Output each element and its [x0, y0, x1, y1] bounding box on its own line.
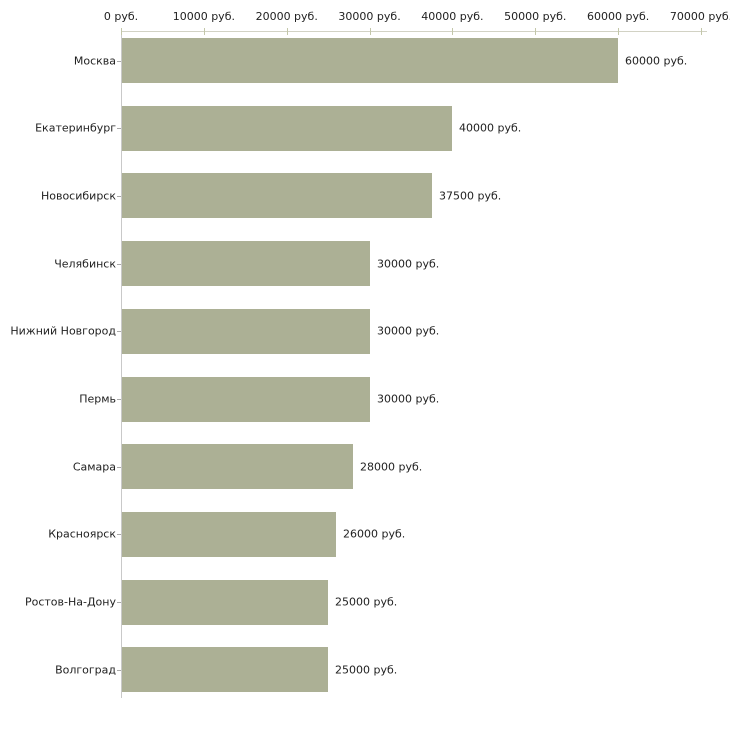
- category-label: Самара: [72, 460, 116, 474]
- y-axis-tick: [117, 331, 121, 332]
- x-axis-tick-label: 20000 руб.: [255, 10, 318, 23]
- category-label: Волгоград: [55, 663, 116, 677]
- category-label: Екатеринбург: [35, 121, 116, 135]
- x-axis-tick-label: 40000 руб.: [421, 10, 484, 23]
- bar: [122, 444, 353, 489]
- bar: [122, 377, 370, 422]
- value-label: 30000 руб.: [377, 257, 440, 271]
- value-label: 37500 руб.: [439, 189, 502, 203]
- category-label: Ростов-На-Дону: [24, 595, 116, 609]
- category-label: Пермь: [79, 392, 116, 406]
- y-axis-tick: [117, 670, 121, 671]
- x-axis-line: [121, 31, 707, 32]
- category-label: Москва: [73, 54, 116, 67]
- value-label: 25000 руб.: [335, 663, 398, 677]
- y-axis-tick: [117, 196, 121, 197]
- x-axis-tick-label: 50000 руб.: [504, 10, 567, 23]
- value-label: 28000 руб.: [360, 460, 423, 474]
- y-axis-tick: [117, 61, 121, 62]
- x-axis-tick: [452, 28, 454, 35]
- bar: [122, 580, 328, 625]
- x-axis-tick: [369, 28, 371, 35]
- bar: [122, 512, 336, 557]
- y-axis-tick: [117, 467, 121, 468]
- bar: [122, 309, 370, 354]
- x-axis-tick: [618, 28, 620, 35]
- value-label: 26000 руб.: [343, 527, 406, 541]
- x-axis-tick-label: 10000 руб.: [172, 10, 235, 23]
- bar: [122, 106, 452, 151]
- x-axis-tick: [701, 28, 702, 35]
- category-label: Новосибирск: [40, 189, 116, 203]
- x-axis-tick: [286, 28, 288, 35]
- value-label: 40000 руб.: [459, 121, 522, 135]
- value-label: 30000 руб.: [377, 392, 440, 406]
- bar: [122, 647, 328, 692]
- x-axis-tick: [203, 28, 205, 35]
- y-axis-line: [121, 31, 122, 698]
- category-label: Красноярск: [48, 527, 116, 541]
- y-axis-tick: [117, 399, 121, 400]
- x-axis-tick-label: 60000 руб.: [587, 10, 650, 23]
- y-axis-tick: [117, 602, 121, 603]
- x-axis-tick: [535, 28, 537, 35]
- bar: [122, 38, 618, 83]
- category-label: Нижний Новгород: [10, 324, 116, 338]
- x-axis-tick-label: 70000 руб.: [669, 10, 730, 23]
- y-axis-tick: [117, 128, 121, 129]
- x-axis-tick: [121, 28, 122, 35]
- value-label: 25000 руб.: [335, 595, 398, 609]
- bar: [122, 241, 370, 286]
- x-axis-tick-label: 0 руб.: [103, 10, 139, 23]
- value-label: 60000 руб.: [625, 54, 688, 67]
- bar: [122, 173, 432, 218]
- y-axis-tick: [117, 264, 121, 265]
- x-axis-tick-label: 30000 руб.: [338, 10, 401, 23]
- value-label: 30000 руб.: [377, 324, 440, 338]
- y-axis-tick: [117, 534, 121, 535]
- category-label: Челябинск: [54, 257, 116, 271]
